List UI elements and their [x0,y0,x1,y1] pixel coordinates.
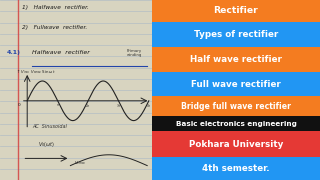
FancyBboxPatch shape [152,96,320,116]
Text: Rectifier: Rectifier [214,6,258,15]
Text: $V_0(\omega t)$: $V_0(\omega t)$ [38,140,55,149]
Text: 0: 0 [18,103,21,107]
Text: Primary
winding: Primary winding [127,49,142,57]
FancyBboxPatch shape [152,0,320,22]
Text: 2)   Fullwave  rectifier.: 2) Fullwave rectifier. [22,25,88,30]
Text: Halfwave  rectifier: Halfwave rectifier [32,50,90,55]
Text: $3\pi$: $3\pi$ [116,102,121,109]
Text: Full wave rectifier: Full wave rectifier [191,80,281,89]
FancyBboxPatch shape [152,157,320,180]
FancyBboxPatch shape [152,116,320,131]
Text: $\pi$: $\pi$ [56,102,60,108]
Text: 4.1): 4.1) [6,50,20,55]
Text: 4th semester.: 4th semester. [202,164,270,173]
Text: $\rightarrow \omega t$: $\rightarrow \omega t$ [152,96,164,102]
FancyBboxPatch shape [152,72,320,96]
Text: $V_{smax}$: $V_{smax}$ [74,159,86,167]
Text: Half wave rectifier: Half wave rectifier [190,55,282,64]
Text: $2\pi$: $2\pi$ [85,102,91,109]
Text: Basic electronics engineering: Basic electronics engineering [176,121,296,127]
Text: $4\pi$: $4\pi$ [146,102,152,109]
FancyBboxPatch shape [152,131,320,157]
Text: Types of rectifier: Types of rectifier [194,30,278,39]
Text: Bridge full wave rectifier: Bridge full wave rectifier [181,102,291,111]
Text: Pokhara University: Pokhara University [189,140,283,149]
FancyBboxPatch shape [152,22,320,47]
FancyBboxPatch shape [152,47,320,72]
Text: 1)   Halfwave  rectifier.: 1) Halfwave rectifier. [22,5,89,10]
Text: AC  Sinusoidal: AC Sinusoidal [32,124,67,129]
Text: $\uparrow V_{in}$= $V_{smax}$ Sin $\omega t$: $\uparrow V_{in}$= $V_{smax}$ Sin $\omeg… [16,68,56,76]
